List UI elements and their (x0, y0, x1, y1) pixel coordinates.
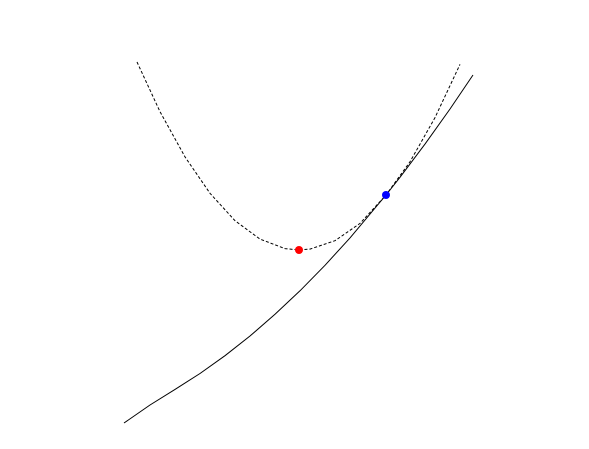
point (382, 191, 390, 199)
dashed-curve (136, 61, 461, 251)
point (295, 246, 303, 254)
solid-curve (123, 74, 474, 424)
